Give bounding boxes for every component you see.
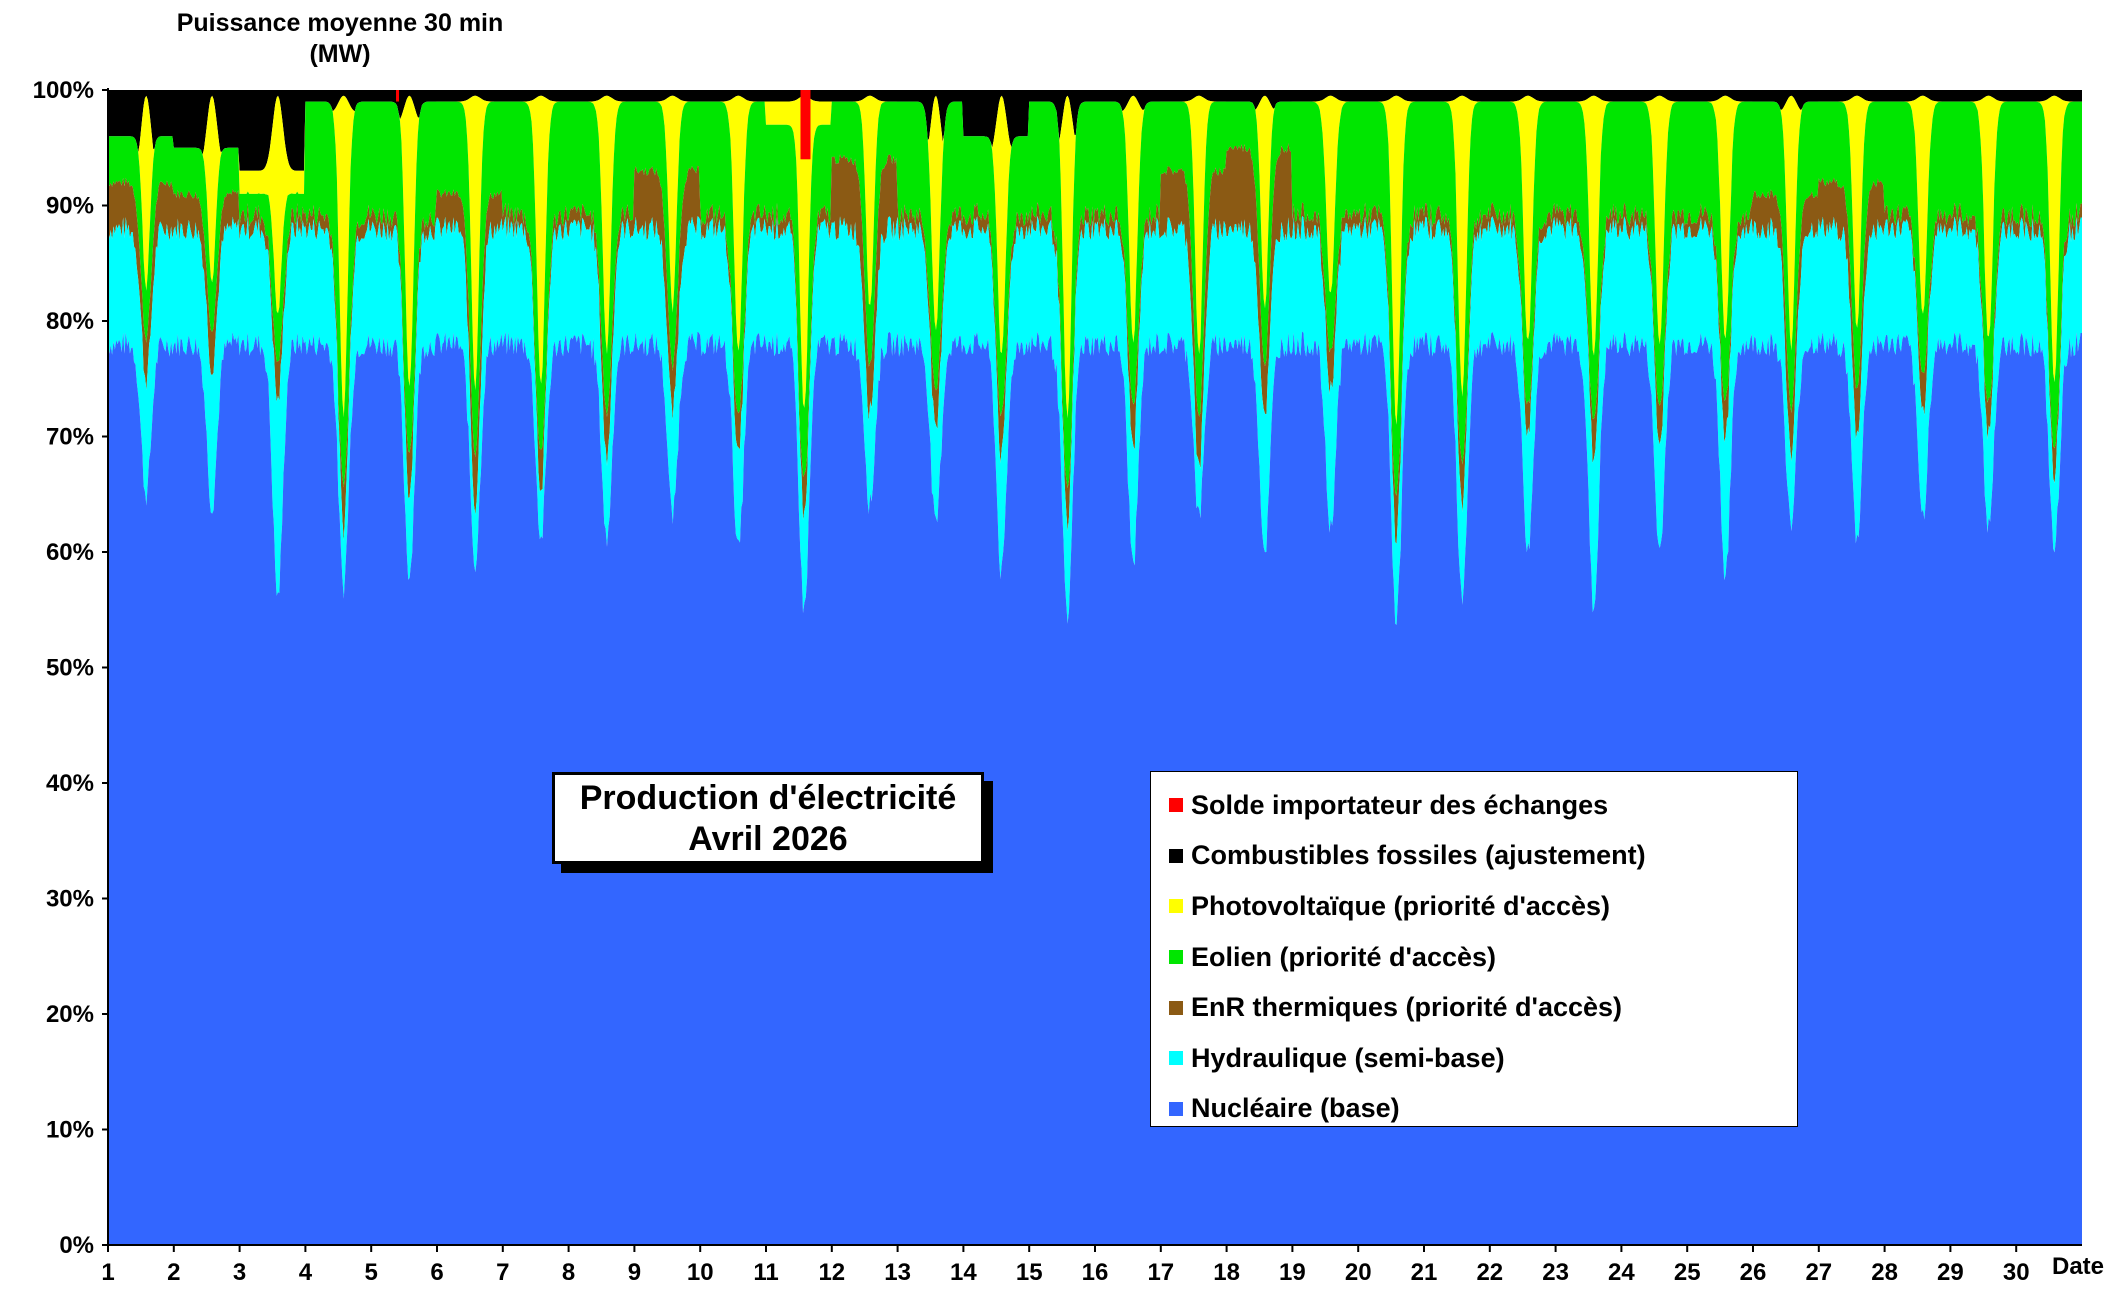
- legend-swatch: [1169, 848, 1183, 863]
- x-tick-label: 21: [1411, 1259, 1438, 1286]
- x-tick-label: 22: [1476, 1259, 1503, 1286]
- x-tick-label: 6: [430, 1259, 443, 1286]
- x-tick-label: 11: [753, 1259, 778, 1286]
- y-tick-label: 100%: [33, 77, 94, 104]
- y-axis-unit: (MW): [309, 40, 371, 68]
- x-tick-label: 28: [1871, 1259, 1898, 1286]
- x-tick-label: 20: [1345, 1259, 1372, 1286]
- y-tick-label: 30%: [46, 886, 94, 913]
- x-tick-label: 8: [562, 1259, 575, 1286]
- x-tick-label: 23: [1542, 1259, 1569, 1286]
- x-tick-label: 16: [1082, 1259, 1109, 1286]
- y-tick-label: 60%: [46, 539, 94, 566]
- import-spike: [396, 90, 400, 102]
- legend-item: Eolien (priorité d'accès): [1169, 932, 1797, 983]
- x-tick-label: 12: [818, 1259, 845, 1286]
- import-spike: [800, 90, 811, 160]
- y-tick-label: 0%: [59, 1232, 94, 1259]
- chart-subtitle: Avril 2026: [688, 820, 848, 858]
- area-photovoltaique: [108, 95, 2082, 425]
- legend-swatch: [1169, 798, 1183, 813]
- y-tick-label: 40%: [46, 770, 94, 797]
- area-combustibles-fossiles: [108, 90, 2082, 171]
- legend-swatch: [1169, 950, 1183, 965]
- x-tick-label: 9: [628, 1259, 641, 1286]
- x-tick-label: 17: [1147, 1259, 1174, 1286]
- area-hydraulique: [108, 216, 2082, 625]
- x-tick-label: 25: [1674, 1259, 1701, 1286]
- y-tick-label: 10%: [46, 1117, 94, 1144]
- legend-label: Photovoltaïque (priorité d'accès): [1191, 890, 1610, 921]
- legend-swatch: [1169, 1101, 1183, 1116]
- area-eolien: [108, 101, 2082, 496]
- x-tick-label: 13: [884, 1259, 911, 1286]
- y-axis-title: Puissance moyenne 30 min (MW): [110, 8, 570, 70]
- legend-item: EnR thermiques (priorité d'accès): [1169, 982, 1797, 1033]
- legend-swatch: [1169, 1051, 1183, 1066]
- chart-title-box: Production d'électricité Avril 2026: [552, 772, 984, 864]
- y-tick-label: 80%: [46, 308, 94, 335]
- y-tick-label: 50%: [46, 655, 94, 682]
- x-tick-label: 27: [1805, 1259, 1832, 1286]
- legend-label: Nucléaire (base): [1191, 1093, 1400, 1124]
- x-tick-label: 7: [496, 1259, 509, 1286]
- y-tick-label: 90%: [46, 193, 94, 220]
- legend-item: Nucléaire (base): [1169, 1084, 1797, 1135]
- legend-label: Combustibles fossiles (ajustement): [1191, 840, 1646, 871]
- x-tick-label: 4: [299, 1259, 313, 1286]
- legend-label: Solde importateur des échanges: [1191, 789, 1609, 820]
- x-tick-label: 18: [1213, 1259, 1240, 1286]
- x-tick-label: 26: [1740, 1259, 1767, 1286]
- legend-item: Solde importateur des échanges: [1169, 780, 1797, 831]
- x-axis-title: Date: [2052, 1253, 2104, 1280]
- x-tick-label: 3: [233, 1259, 246, 1286]
- legend-swatch: [1169, 1000, 1183, 1015]
- x-tick-label: 2: [167, 1259, 180, 1286]
- legend-item: Combustibles fossiles (ajustement): [1169, 831, 1797, 882]
- x-tick-label: 30: [2003, 1259, 2030, 1286]
- y-tick-label: 70%: [46, 424, 94, 451]
- x-tick-label: 29: [1937, 1259, 1964, 1286]
- legend-label: Hydraulique (semi-base): [1191, 1042, 1505, 1073]
- x-tick-label: 15: [1016, 1259, 1043, 1286]
- x-tick-label: 1: [101, 1259, 114, 1286]
- legend-label: EnR thermiques (priorité d'accès): [1191, 992, 1623, 1023]
- x-tick-label: 19: [1279, 1259, 1306, 1286]
- axes: 0%10%20%30%40%50%60%70%80%90%100%1 2 3 4 5 6 7…: [33, 77, 2104, 1286]
- legend-item: Hydraulique (semi-base): [1169, 1033, 1797, 1084]
- legend-item: Photovoltaïque (priorité d'accès): [1169, 881, 1797, 932]
- y-tick-label: 20%: [46, 1001, 94, 1028]
- legend: Solde importateur des échanges Combustibl…: [1150, 771, 1798, 1127]
- x-tick-label: 5: [365, 1259, 378, 1286]
- x-tick-label: 24: [1608, 1259, 1635, 1286]
- x-tick-label: 10: [687, 1259, 714, 1286]
- x-tick-label: 14: [950, 1259, 977, 1286]
- legend-swatch: [1169, 899, 1183, 914]
- y-axis-label: Puissance moyenne 30 min: [176, 9, 504, 37]
- chart-title: Production d'électricité: [579, 779, 957, 817]
- legend-label: Eolien (priorité d'accès): [1191, 941, 1497, 972]
